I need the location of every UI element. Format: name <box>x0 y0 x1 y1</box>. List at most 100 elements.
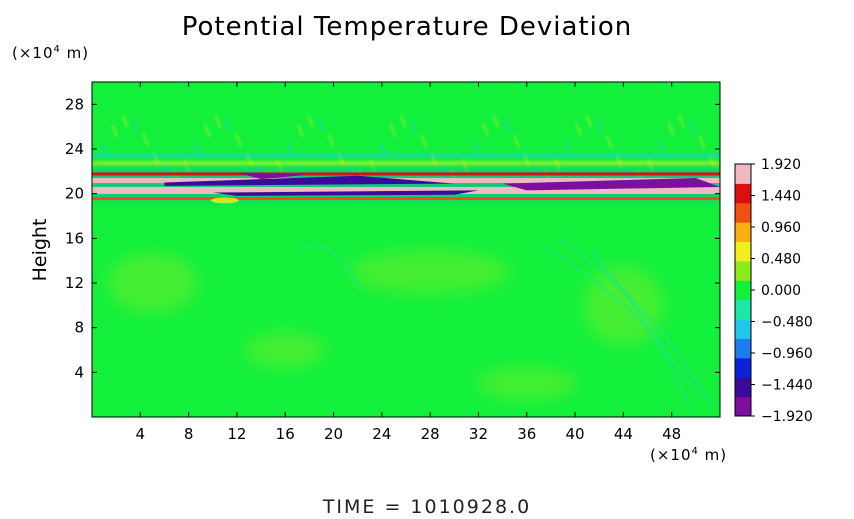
field-ripple <box>142 133 150 147</box>
colorbar-swatch <box>735 280 751 301</box>
field-waves <box>299 238 714 411</box>
colorbar-swatch <box>735 260 751 281</box>
field-ripple <box>677 114 685 128</box>
y-tick-label: 12 <box>65 274 84 292</box>
x-tick-label: 32 <box>469 425 488 443</box>
field-patch <box>476 367 577 400</box>
band-purple-lower <box>212 190 479 196</box>
colorbar-tick-label: 1.920 <box>761 157 801 173</box>
y-tick-label: 28 <box>65 95 84 113</box>
x-tick-label: 28 <box>421 425 440 443</box>
band-purple-cap <box>236 172 310 180</box>
colorbar-swatch <box>735 202 751 223</box>
x-tick-label: 12 <box>227 425 246 443</box>
field-wave <box>588 249 692 411</box>
field-patch <box>350 249 511 294</box>
field-ripple <box>121 115 129 128</box>
x-axis: 4 8 12 16 20 24 28 32 36 40 44 48 <box>136 82 681 443</box>
colorbar-tick-label: 1.440 <box>761 189 801 205</box>
field-ripple <box>492 114 500 128</box>
band-orange-lower <box>92 197 720 201</box>
x-tick-label: 40 <box>566 425 585 443</box>
x-tick-label: 20 <box>324 425 343 443</box>
x-tick-label: 16 <box>276 425 295 443</box>
colorbar-swatch <box>735 338 751 359</box>
x-axis-unit: (×104 m) <box>650 446 728 464</box>
colorbar-swatch <box>735 319 751 339</box>
x-tick-label: 44 <box>614 425 633 443</box>
colorbar-tick-label: −1.440 <box>761 378 813 394</box>
heatmap-field <box>92 82 720 417</box>
field-main-band <box>92 169 720 204</box>
colorbar-swatch <box>735 357 751 378</box>
colorbar-swatch <box>735 164 751 184</box>
field-ripple <box>585 114 593 128</box>
field-ripple <box>574 122 582 136</box>
colorbar-tick-label: 0.000 <box>761 283 801 299</box>
y-axis: 4 8 12 16 20 24 28 <box>65 95 720 381</box>
field-ripple <box>101 142 108 156</box>
field-ripple <box>204 124 211 138</box>
field-band-cyan <box>92 153 720 158</box>
y-tick-label: 16 <box>65 229 84 247</box>
field-ripple <box>420 134 428 148</box>
field-ripple <box>502 119 510 133</box>
chart-title: Potential Temperature Deviation <box>181 12 633 42</box>
y-tick-label: 20 <box>65 185 84 203</box>
field-ripple <box>214 115 222 128</box>
colorbar-tick-label: −0.480 <box>761 315 813 331</box>
field-ripple <box>399 114 407 128</box>
colorbar-swatch <box>735 222 751 243</box>
field-ripple <box>379 141 387 154</box>
colorbar-tick-label: −0.960 <box>761 346 813 362</box>
field-ripple <box>564 140 572 154</box>
colorbar-swatch <box>735 299 751 320</box>
band-purple-left <box>164 175 455 186</box>
field-patch <box>107 253 198 313</box>
field-ripple <box>667 122 675 136</box>
field-wave <box>539 243 702 401</box>
colorbar-swatch <box>735 396 751 417</box>
x-tick-label: 8 <box>184 425 194 443</box>
plot-frame <box>91 81 721 418</box>
time-label: TIME = 1010928.0 <box>322 496 532 518</box>
field-ripple <box>471 140 479 154</box>
colorbar-tick-label: −1.920 <box>761 409 813 425</box>
field-ripple <box>595 119 603 133</box>
y-tick-label: 8 <box>74 319 84 337</box>
field-ripple <box>193 142 201 155</box>
field-ripple <box>482 123 490 137</box>
colorbar-tick-label: 0.480 <box>761 252 801 268</box>
field-ripple <box>111 124 119 138</box>
x-tick-label: 24 <box>372 425 391 443</box>
band-purple-right <box>502 178 720 191</box>
band-red-upper <box>92 172 720 176</box>
x-tick-label: 48 <box>662 425 681 443</box>
field-band-yellow <box>92 161 720 166</box>
band-yellow-blob <box>210 197 239 204</box>
y-tick-label: 4 <box>74 363 84 381</box>
field-background <box>92 82 720 417</box>
field-ripple <box>389 123 397 137</box>
field-ripple <box>688 120 696 133</box>
x-tick-label: 36 <box>517 425 536 443</box>
field-ripple <box>317 119 325 132</box>
field-ripple <box>657 139 665 153</box>
field-ripple <box>327 134 335 147</box>
field-ripple <box>307 114 314 128</box>
field-ripple <box>410 119 417 133</box>
colorbar-swatch <box>735 183 751 204</box>
field-patch <box>245 332 326 368</box>
field-ripple <box>513 135 520 148</box>
colorbar-tick-label: 0.960 <box>761 220 801 236</box>
colorbar: 1.920 1.440 0.960 0.480 0.000 −0.480 −0.960 −1.… <box>734 157 813 425</box>
y-tick-label: 24 <box>65 140 84 158</box>
field-ripple <box>224 118 232 132</box>
field-ripple <box>234 133 242 147</box>
field-ripple <box>286 141 294 155</box>
field-ripple <box>131 118 139 132</box>
y-axis-unit: (×104 m) <box>12 44 90 62</box>
x-tick-label: 4 <box>136 425 146 443</box>
field-ripple <box>605 135 613 149</box>
